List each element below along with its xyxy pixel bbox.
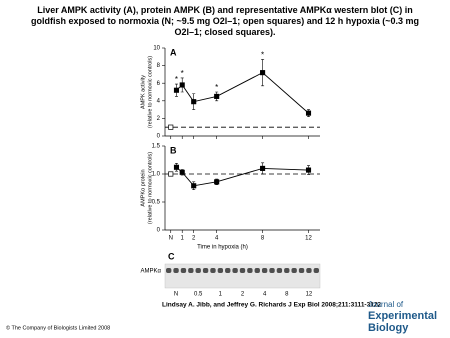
blot-band [291,268,297,273]
y-tick-label: 10 [153,46,160,52]
marker [214,93,220,99]
panel-label: C [168,251,175,261]
line [176,166,309,187]
panel-label: B [170,145,177,155]
annotation: * [175,75,178,84]
blot-band [180,268,187,273]
y-tick-label: 1.0 [152,172,161,178]
y-axis-label: (relative to normoxic controls) [147,56,153,128]
logo-line: Biology [368,322,409,334]
y-tick-label: 0 [157,134,161,140]
y-axis-label: AMPK activity [140,75,146,109]
lane-label: 8 [285,292,289,298]
marker [191,183,197,189]
lane-label: 12 [306,292,313,298]
marker [214,179,220,185]
blot-band [261,268,268,273]
lane-label: 2 [241,292,245,298]
y-tick-label: 1.5 [152,144,161,150]
blot-band [202,268,209,273]
blot-membrane [164,263,321,289]
marker [173,87,180,93]
marker [305,110,312,116]
citation: Lindsay A. Jibb, and Jeffrey G. Richards… [162,302,381,309]
blot-band [254,268,260,273]
blot-band [284,268,290,273]
marker [173,164,180,170]
y-tick-label: 6 [157,81,161,87]
lane-label: N [174,292,178,298]
x-tick-label: 1 [181,236,185,242]
x-tick-label: 2 [192,236,196,242]
blot-band [247,268,253,273]
copyright: © The Company of Biologists Limited 2008 [6,324,110,331]
marker [168,171,174,177]
annotation: * [261,51,264,60]
marker [260,70,266,76]
x-tick-label: 4 [215,236,219,242]
marker [305,167,312,173]
blot-band [306,268,312,273]
y-tick-label: 8 [157,63,161,69]
blot-band [166,268,172,273]
logo-line: Experimental [368,310,437,322]
lane-label: 0.5 [194,292,203,298]
blot-band [269,268,275,273]
y-tick-label: 4 [157,98,161,104]
lane-label: 1 [219,292,223,298]
x-axis-label: Time in hypoxia (h) [197,245,248,251]
x-tick-label: N [169,236,173,242]
marker [179,82,185,88]
blot-band [210,268,216,273]
x-tick-label: 8 [261,236,265,242]
blot-band [188,268,194,273]
x-tick-label: 12 [305,236,312,242]
blot-band [217,268,224,273]
annotation: * [181,69,184,78]
title: Liver AMPK activity (A), protein AMPK (B… [30,5,420,37]
blot-band [313,268,319,273]
y-tick-label: 2 [157,116,161,122]
blot-row-label: AMPKα [141,269,162,275]
blot-band [276,268,283,273]
marker [168,124,174,130]
y-tick-label: 0 [157,228,161,234]
blot-band [232,268,238,273]
panel-label: A [170,47,177,57]
lane-label: 4 [263,292,267,298]
y-axis-label: (relative to normoxic controls) [147,152,153,224]
blot-band [225,268,231,273]
blot-band [195,268,201,273]
blot-band [239,268,246,273]
y-tick-label: 0.5 [152,200,161,206]
blot-band [298,268,305,273]
marker [179,169,185,175]
marker [260,165,266,171]
blot-band [173,268,179,273]
annotation: * [215,83,218,92]
line [176,72,309,114]
y-axis-label: AMPKα protein [140,169,146,206]
marker [191,99,197,105]
logo-line: Journal of [368,300,404,309]
